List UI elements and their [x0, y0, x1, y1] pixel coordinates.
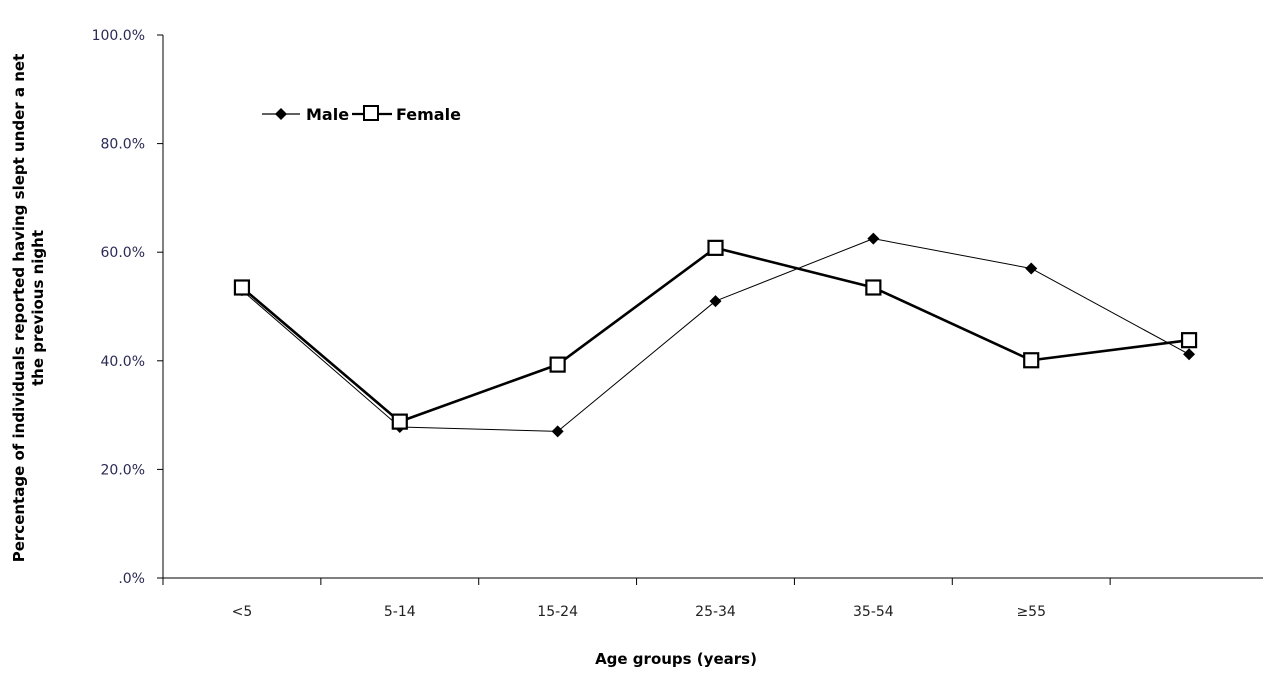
data-point-female: [1023, 352, 1040, 369]
data-point-male: [709, 295, 722, 308]
data-point-male: [551, 425, 564, 438]
data-point-female: [233, 279, 251, 296]
x-tick-label: <5: [232, 604, 253, 620]
y-tick-label: .0%: [118, 571, 145, 587]
series-lines: [241, 238, 1190, 432]
series-line-male: [241, 238, 1190, 432]
x-tick-label: 35-54: [853, 604, 894, 620]
y-tick-label: 60.0%: [101, 245, 145, 261]
legend-male-diamond-icon: [275, 108, 287, 120]
y-tick-labels: .0% 20.0% 40.0% 60.0% 80.0% 100.0%: [92, 28, 145, 587]
data-point-female: [549, 356, 566, 373]
data-point-female: [391, 413, 408, 430]
data-point-female: [707, 239, 724, 256]
y-tick-label: 20.0%: [101, 462, 145, 478]
legend-male-label: Male: [306, 105, 349, 124]
legend-female-square-icon: [363, 105, 379, 121]
legend: Male Female: [262, 105, 461, 124]
series-line-female: [241, 246, 1190, 423]
data-point-female: [1180, 332, 1198, 349]
y-tick-label: 40.0%: [101, 354, 145, 370]
x-tick-label: ≥55: [1016, 604, 1046, 620]
y-tick-label: 100.0%: [92, 28, 145, 44]
x-axis-title: Age groups (years): [595, 650, 757, 668]
axes: [157, 34, 1263, 585]
y-tick-label: 80.0%: [101, 137, 145, 153]
y-axis-title-line2: the previous night: [29, 230, 47, 386]
y-axis-title: Percentage of individuals reported havin…: [10, 54, 47, 563]
x-tick-label: 5-14: [384, 604, 416, 620]
series-markers: [233, 232, 1198, 438]
y-axis-title-line1: Percentage of individuals reported havin…: [10, 54, 28, 563]
x-tick-label: 25-34: [695, 604, 736, 620]
data-point-male: [1025, 262, 1038, 275]
x-tick-labels: <5 5-14 15-24 25-34 35-54 ≥55: [232, 604, 1046, 620]
legend-female-label: Female: [396, 105, 461, 124]
data-point-male: [1183, 348, 1196, 361]
data-point-female: [865, 279, 882, 296]
data-point-male: [867, 232, 880, 245]
x-tick-label: 15-24: [537, 604, 578, 620]
